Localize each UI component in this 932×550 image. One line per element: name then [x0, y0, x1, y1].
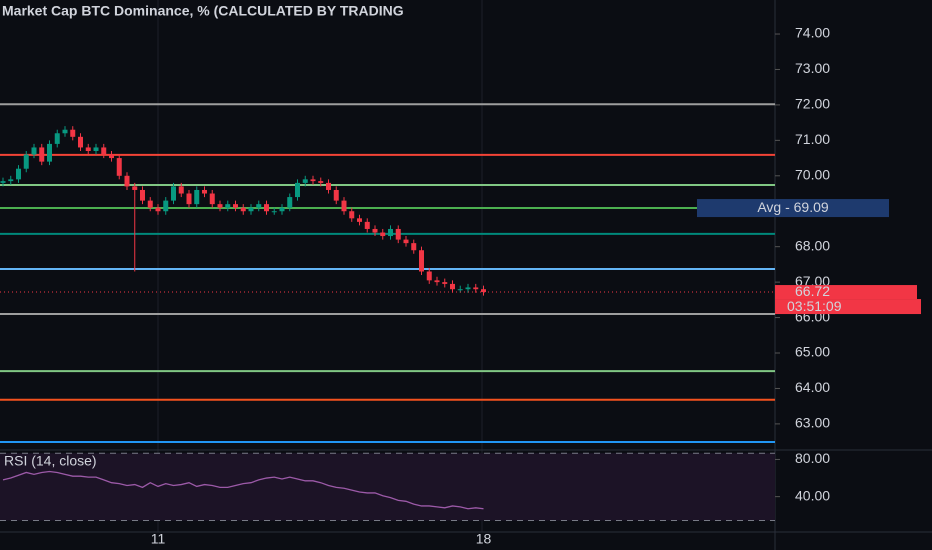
axis-area: 63.0064.0065.0066.0067.0068.0069.0070.00…	[775, 25, 830, 503]
candle-body	[47, 143, 52, 162]
candle-body	[310, 179, 316, 182]
candle-body	[271, 211, 277, 213]
candle-body	[349, 211, 355, 219]
candle-body	[39, 147, 45, 162]
y-tick-label: 67.00	[795, 273, 830, 289]
candle-body	[465, 287, 471, 290]
candle-body	[256, 204, 262, 208]
candle-body	[388, 228, 393, 237]
candle-body	[380, 232, 386, 237]
candle-body	[140, 189, 145, 201]
y-tick-label: 64.00	[795, 379, 830, 395]
plot-area	[0, 103, 775, 521]
candle-body	[357, 218, 362, 222]
candle-body	[109, 154, 114, 159]
candle-body	[147, 200, 153, 208]
avg-label: Avg - 69.09	[757, 199, 829, 215]
candle-body	[457, 289, 463, 291]
candle-body	[124, 175, 130, 187]
candle-body	[178, 186, 184, 194]
y-tick-label: 71.00	[795, 131, 830, 147]
candle-body	[287, 197, 293, 208]
candle-body	[202, 189, 207, 194]
candle-body	[318, 181, 324, 183]
candle-body	[395, 228, 401, 240]
candle-body	[78, 136, 83, 148]
candle-body	[240, 207, 246, 212]
candle-body	[217, 204, 223, 208]
candle-body	[248, 207, 254, 212]
candle-body	[132, 186, 138, 190]
candle-body	[295, 182, 300, 198]
x-tick-label: 11	[151, 531, 166, 547]
candle-body	[93, 147, 99, 151]
candle-body	[8, 179, 14, 182]
candle-body	[372, 228, 378, 233]
rsi-tick-label: 80.00	[795, 450, 830, 466]
candle-body	[302, 179, 308, 183]
countdown: 03:51:09	[787, 298, 842, 314]
candle-body	[155, 207, 161, 212]
candle-body	[171, 186, 176, 201]
rsi-legend: RSI (14, close)	[4, 453, 97, 469]
price-label: 66.72	[795, 283, 830, 299]
avg-label-box	[697, 199, 889, 218]
candle-body	[326, 182, 331, 190]
candle-body	[186, 193, 192, 205]
y-tick-label: 70.00	[795, 167, 830, 183]
rsi-line	[2, 470, 484, 510]
candle-body	[442, 282, 448, 284]
candle-body	[31, 147, 37, 155]
y-tick-label: 68.00	[795, 237, 830, 253]
candle-body	[85, 147, 91, 151]
candle-body	[450, 283, 455, 290]
candle-body	[364, 221, 370, 229]
candle-body	[233, 204, 238, 208]
y-tick-label: 74.00	[795, 25, 830, 41]
candle-body	[481, 289, 486, 293]
candle-body	[23, 154, 29, 169]
candle-body	[0, 181, 6, 183]
price-box	[775, 285, 917, 300]
candle-body	[194, 189, 200, 205]
candle-body	[333, 189, 339, 201]
rsi-tick-label: 40.00	[795, 487, 830, 503]
candle-body	[16, 168, 21, 180]
candle-body	[473, 287, 479, 290]
candle-body	[62, 129, 68, 134]
candle-body	[101, 147, 107, 155]
candle-body	[279, 207, 285, 212]
y-tick-label: 65.00	[795, 344, 830, 360]
x-tick-label: 18	[476, 531, 492, 547]
candle-body	[163, 200, 169, 212]
candle-body	[341, 200, 347, 212]
y-tick-label: 63.00	[795, 415, 830, 431]
chart-title: Market Cap BTC Dominance, % (CALCULATED …	[2, 3, 404, 19]
candle-body	[411, 243, 417, 251]
candle-body	[264, 204, 269, 212]
candle-body	[403, 239, 409, 244]
y-tick-label: 72.00	[795, 96, 830, 112]
candle-body	[419, 250, 424, 272]
candle-body	[70, 129, 76, 137]
countdown-box	[775, 299, 921, 315]
candle-body	[426, 271, 432, 281]
y-tick-label: 73.00	[795, 60, 830, 76]
candle-body	[209, 193, 215, 205]
candle-body	[54, 133, 60, 144]
candle-body	[225, 204, 231, 208]
candle-body	[434, 280, 440, 283]
rsi-band-fill	[0, 453, 775, 521]
candle-body	[116, 158, 122, 176]
